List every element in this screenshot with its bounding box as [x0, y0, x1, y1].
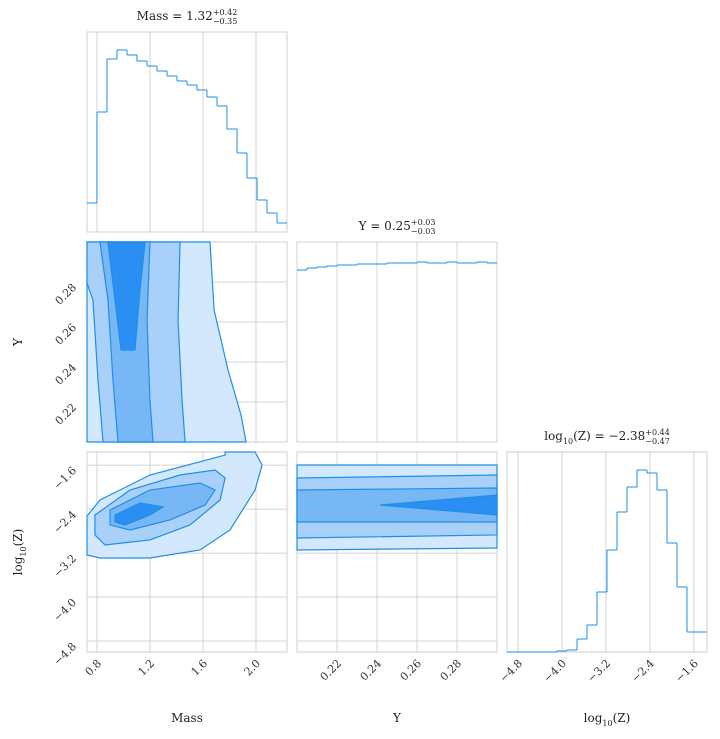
panel-title-part: Mass = 1.32 — [137, 9, 213, 23]
panel-frame — [296, 241, 498, 443]
y-tick-label: 0.22 — [53, 401, 80, 428]
panel-title-part: Y = 0.25 — [358, 219, 411, 233]
y-axis-label-part: log — [11, 556, 25, 575]
panel-title-part: log — [544, 429, 563, 443]
panel-title-part: +0.44 — [645, 428, 670, 437]
panel-title-part: −0.03 — [411, 227, 436, 236]
x-tick-label: −4.0 — [541, 657, 569, 685]
x-axis-label: log10(Z) — [584, 711, 631, 728]
x-tick-label: −2.4 — [629, 657, 657, 685]
panel-title: Y = 0.25+0.03 −0.03 — [358, 218, 436, 236]
x-tick-label: 0.28 — [438, 657, 465, 684]
y-axis-label: Y — [11, 337, 25, 347]
x-tick-label: 0.26 — [398, 657, 425, 684]
panel-title: log10(Z) = −2.38+0.44 −0.47 — [544, 428, 670, 446]
y-tick-label: 0.24 — [53, 361, 80, 388]
panel-title-part: +0.42 — [213, 8, 238, 17]
panel-title-part: (Z) = −2.38 — [573, 429, 645, 443]
contour — [379, 494, 498, 516]
panel-frame — [86, 31, 288, 233]
x-tick-label: 0.24 — [358, 657, 385, 684]
x-axis-label-part: 10 — [602, 719, 612, 728]
panel-title-part: 10 — [563, 437, 573, 446]
y-tick-label: 0.28 — [53, 281, 80, 308]
x-tick-label: 2.0 — [242, 657, 264, 679]
x-tick-label: 1.2 — [136, 657, 158, 679]
y-tick-label: −1.6 — [51, 464, 79, 492]
y-axis-label-part: (Z) — [11, 529, 25, 547]
x-tick-label: 0.8 — [82, 657, 104, 679]
y-axis-label: log10(Z) — [11, 529, 28, 576]
panel-title: Mass = 1.32+0.42 −0.35 — [137, 8, 238, 26]
y-tick-label: 0.26 — [53, 321, 80, 348]
x-tick-label: 0.22 — [318, 657, 345, 684]
y-axis-label-part: Y — [11, 337, 25, 347]
x-axis-label-part: Y — [392, 711, 402, 725]
x-axis-label: Mass — [171, 711, 203, 725]
panel-title-part: +0.03 — [411, 218, 436, 227]
y-axis-label-part: 10 — [19, 546, 28, 556]
contour — [107, 241, 146, 351]
x-axis-label-part: (Z) — [613, 711, 631, 725]
x-axis-label-part: Mass — [171, 711, 203, 725]
panel-frame — [506, 451, 708, 653]
y-tick-label: −4.8 — [51, 640, 79, 668]
y-tick-label: −4.0 — [51, 596, 79, 624]
x-axis-label: Y — [392, 711, 402, 725]
x-tick-label: 1.6 — [189, 657, 211, 679]
x-tick-label: −1.6 — [673, 657, 701, 685]
panel-frame — [296, 451, 498, 653]
x-tick-label: −3.2 — [585, 657, 613, 685]
y-tick-label: −3.2 — [51, 552, 79, 580]
contour — [114, 502, 165, 526]
x-tick-label: −4.8 — [497, 657, 525, 685]
y-tick-label: −2.4 — [51, 508, 79, 536]
panel-title-part: −0.35 — [213, 17, 238, 26]
x-axis-label-part: log — [584, 711, 603, 725]
panel-title-part: −0.47 — [645, 437, 670, 446]
